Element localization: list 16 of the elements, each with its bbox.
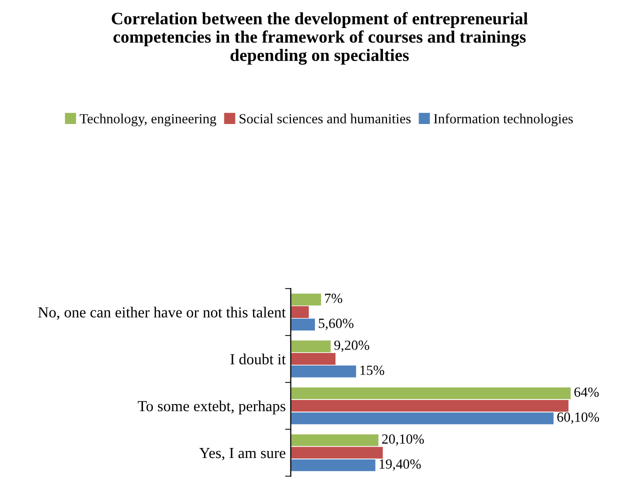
data-label: 5,60% [318,318,354,330]
data-label: 64% [574,387,599,397]
data-label: 20,10% [382,434,424,446]
legend-label: Social sciences and humanities [240,114,411,124]
legend-label: Information technologies [434,114,573,126]
y-tick-label: To some extebt, perhaps [138,400,286,414]
data-label: 7% [325,294,342,304]
data-label: 9,20% [334,340,370,352]
y-tick-label: I doubt it [230,354,286,364]
legend-label: Technology, engineering [80,114,216,126]
data-label: 15% [360,366,384,375]
y-tick-label: No, one can either have or not this talent [38,306,286,320]
data-label: 60,10% [557,412,600,424]
data-label: 19,40% [380,459,421,471]
chart-title: Correlation between the development of entrepreneurial competencies in the framework of courses and trainings depending on specialties [112,12,528,65]
y-tick-label: Yes, I am sure [199,448,286,460]
